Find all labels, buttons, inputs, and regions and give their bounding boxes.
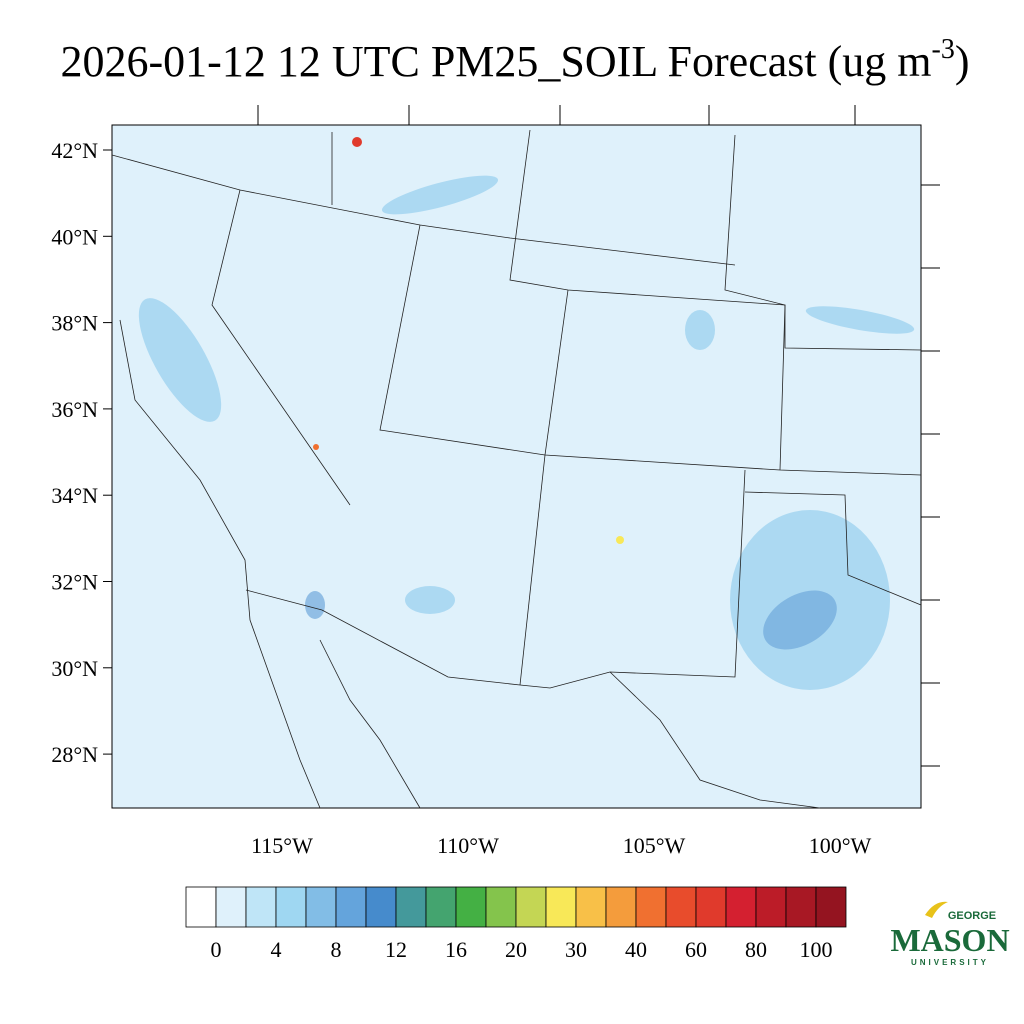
ticks: 42°N 40°N 38°N 36°N 34°N 32°N 30°N 28°N 115°W 110…	[51, 105, 940, 858]
logo-main: MASON	[890, 922, 1009, 958]
color-box	[725, 886, 757, 928]
lon-label: 100°W	[809, 833, 872, 858]
lon-label: 115°W	[251, 833, 313, 858]
map: 42°N 40°N 38°N 36°N 34°N 32°N 30°N 28°N 115°W 110…	[51, 105, 940, 858]
colorbar-label: 4	[271, 937, 282, 962]
lat-label: 34°N	[51, 483, 98, 508]
colorbar-label: 80	[745, 937, 767, 962]
color-box	[695, 886, 727, 928]
color-box	[215, 886, 247, 928]
color-box	[185, 886, 217, 928]
lat-label: 40°N	[51, 224, 98, 249]
color-box	[785, 886, 817, 928]
color-box	[485, 886, 517, 928]
color-box	[335, 886, 367, 928]
colorbar-label: 60	[685, 937, 707, 962]
logo: GEORGE MASON UNIVERSITY	[890, 901, 1010, 967]
color-box	[755, 886, 787, 928]
colorbar-label: 30	[565, 937, 587, 962]
color-box	[515, 886, 547, 928]
color-box	[455, 886, 487, 928]
borders	[111, 129, 922, 809]
colorbar-label: 12	[385, 937, 407, 962]
color-box	[545, 886, 577, 928]
lat-label: 42°N	[51, 138, 98, 163]
colorbar-label: 8	[331, 937, 342, 962]
color-box	[395, 886, 427, 928]
lon-label: 105°W	[623, 833, 686, 858]
dust-field	[138, 137, 915, 690]
colorbar-label: 20	[505, 937, 527, 962]
lat-label: 38°N	[51, 311, 98, 336]
colorbar-label: 16	[445, 937, 467, 962]
title-superscript: -3	[932, 34, 955, 65]
colorbar-label: 100	[800, 937, 833, 962]
map-frame	[111, 124, 922, 809]
color-box	[365, 886, 397, 928]
title-text: 2026-01-12 12 UTC PM25_SOIL Forecast (ug…	[61, 37, 932, 86]
color-box	[605, 886, 637, 928]
lat-label: 28°N	[51, 742, 98, 767]
title-suffix: )	[955, 37, 970, 86]
colorbar-label: 0	[211, 937, 222, 962]
title: 2026-01-12 12 UTC PM25_SOIL Forecast (ug…	[61, 34, 970, 86]
color-box	[665, 886, 697, 928]
color-box	[815, 886, 847, 928]
color-box	[275, 886, 307, 928]
lat-label: 32°N	[51, 570, 98, 595]
color-box	[575, 886, 607, 928]
color-box	[245, 886, 277, 928]
logo-top: GEORGE	[948, 910, 996, 922]
color-box	[635, 886, 667, 928]
colorbar-label: 40	[625, 937, 647, 962]
lon-label: 110°W	[437, 833, 499, 858]
lat-label: 30°N	[51, 656, 98, 681]
color-box	[425, 886, 457, 928]
lat-label: 36°N	[51, 397, 98, 422]
colorbar: 0 4 8 12 16 20 30 40 60 80 100	[185, 886, 847, 962]
color-box	[305, 886, 337, 928]
logo-bottom: UNIVERSITY	[911, 958, 989, 967]
